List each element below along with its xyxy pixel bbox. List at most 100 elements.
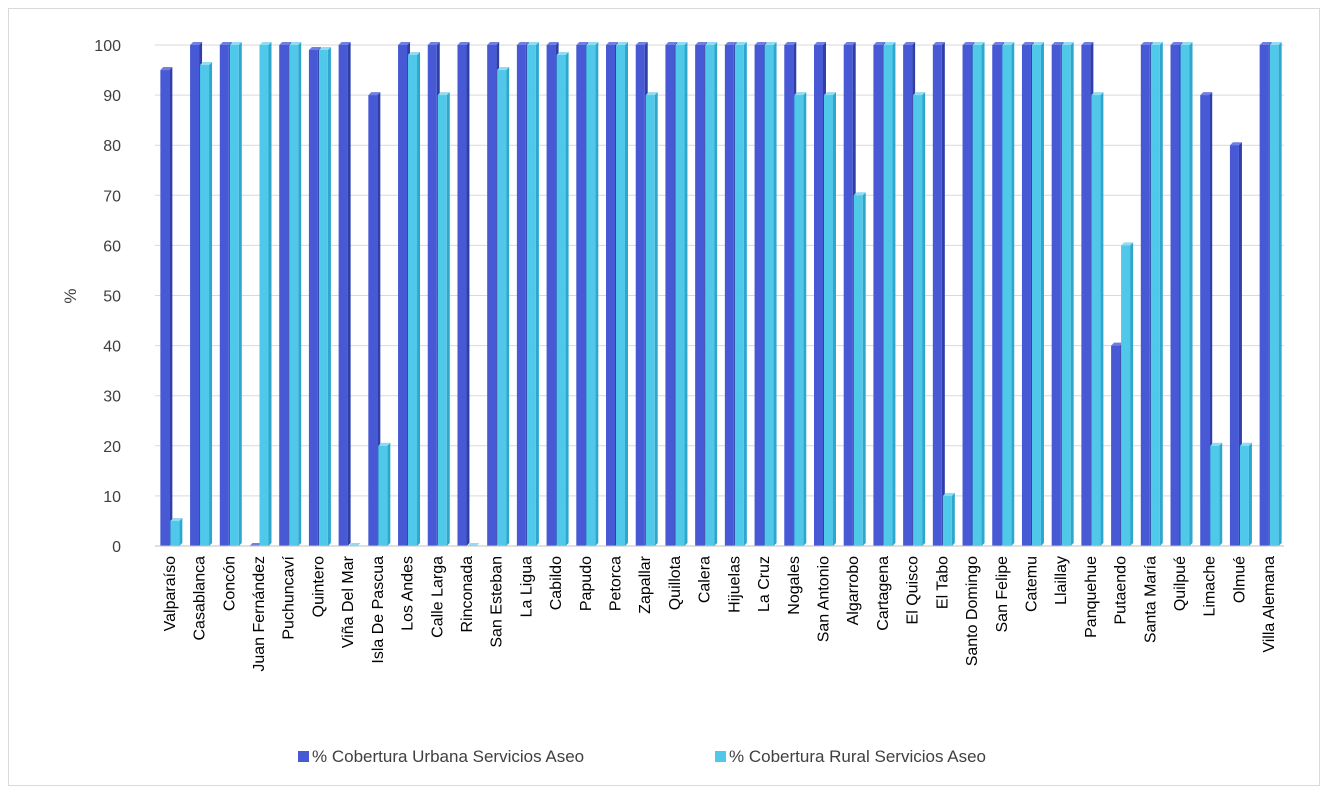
bar — [942, 495, 952, 546]
x-tick-label: San Esteban — [489, 556, 506, 648]
x-tick-label: Calle Larga — [429, 556, 446, 638]
bar — [546, 45, 556, 546]
bar-side — [1100, 92, 1104, 546]
x-tick-label: Juan Fernández — [251, 556, 268, 672]
x-tick-label: Putaendo — [1113, 556, 1130, 625]
bar — [913, 95, 923, 546]
bar-top — [1121, 242, 1134, 246]
x-tick-label: La Cruz — [756, 556, 773, 612]
bar-top — [457, 42, 470, 45]
bar-side — [1219, 442, 1223, 546]
x-tick-label: Hijuelas — [726, 556, 743, 613]
bar — [794, 95, 804, 546]
y-tick-label: 50 — [103, 289, 121, 306]
bar-top — [794, 92, 807, 96]
bar-top — [853, 192, 866, 196]
bar — [487, 45, 497, 546]
bar — [437, 95, 447, 546]
bar-side — [327, 47, 331, 546]
bar — [219, 45, 229, 546]
bar-side — [209, 62, 213, 546]
x-tick-label: El Tabo — [934, 556, 951, 609]
bar — [1002, 45, 1012, 546]
bar — [190, 45, 200, 546]
bar — [1150, 45, 1160, 546]
x-tick-label: Panquehue — [1083, 556, 1100, 638]
x-tick-label: Calera — [697, 556, 714, 603]
y-tick-label: 90 — [103, 88, 121, 105]
bar-top — [724, 42, 737, 45]
bar — [170, 520, 180, 546]
bar-top — [784, 42, 797, 45]
x-tick-label: San Felipe — [994, 556, 1011, 633]
bar-side — [803, 92, 807, 546]
y-tick-label: 20 — [103, 439, 121, 456]
x-tick-label: Casablanca — [192, 556, 209, 641]
bar — [398, 45, 408, 546]
bar — [1229, 145, 1239, 546]
bar-side — [951, 492, 955, 546]
x-tick-label: Rinconada — [459, 556, 476, 633]
bar-top — [467, 543, 480, 546]
bar — [1180, 45, 1190, 546]
bar-side — [1040, 42, 1044, 546]
bar-top — [754, 42, 767, 45]
bar — [813, 45, 823, 546]
bar-side — [1130, 242, 1134, 546]
bar-top — [398, 42, 411, 45]
bar-top — [338, 42, 351, 45]
bar-side — [298, 42, 302, 546]
x-tick-label: Catemu — [1023, 556, 1040, 612]
y-axis-title: % — [61, 288, 80, 303]
bar — [962, 45, 972, 546]
x-tick-label: Nogales — [786, 556, 803, 615]
bar-top — [1239, 442, 1252, 446]
bar — [1121, 245, 1131, 546]
bar — [823, 95, 833, 546]
bar-top — [487, 42, 500, 45]
bar — [229, 45, 239, 546]
bar — [1091, 95, 1101, 546]
bar — [992, 45, 1002, 546]
x-tick-label: Concón — [221, 556, 238, 611]
legend-swatch — [715, 751, 726, 762]
bar-top — [1091, 92, 1104, 96]
bar-side — [832, 92, 836, 546]
bar — [665, 45, 675, 546]
bar-top — [675, 42, 688, 45]
y-tick-label: 100 — [94, 38, 121, 55]
bar — [368, 95, 378, 546]
bar-side — [1189, 42, 1193, 546]
bar — [408, 55, 418, 547]
x-tick-label: Quilpué — [1172, 556, 1189, 611]
bar-top — [942, 492, 955, 496]
x-tick-label: Papudo — [578, 556, 595, 611]
bar — [724, 45, 734, 546]
bar-top — [962, 42, 975, 45]
bar — [1081, 45, 1091, 546]
bar-side — [1248, 442, 1252, 546]
bar-top — [516, 42, 529, 45]
bar-top — [229, 42, 242, 45]
y-tick-label: 80 — [103, 138, 121, 155]
bar-top — [526, 42, 539, 45]
bar-side — [654, 92, 658, 546]
x-tick-label: Olmué — [1231, 556, 1248, 603]
bar — [764, 45, 774, 546]
x-tick-label: Algarrobo — [845, 556, 862, 625]
bar — [526, 45, 536, 546]
bar-top — [408, 52, 421, 56]
x-tick-label: Petorca — [608, 556, 625, 611]
x-tick-label: Cabildo — [548, 556, 565, 610]
bar — [873, 45, 883, 546]
bar — [576, 45, 586, 546]
bar-top — [903, 42, 916, 45]
legend-label: % Cobertura Urbana Servicios Aseo — [312, 747, 584, 766]
y-tick-label: 40 — [103, 339, 121, 356]
bar — [635, 45, 645, 546]
bar — [645, 95, 655, 546]
x-tick-label: Santa María — [1142, 556, 1159, 643]
bar-top — [992, 42, 1005, 45]
bar-top — [1269, 42, 1282, 45]
bar-top — [913, 92, 926, 96]
